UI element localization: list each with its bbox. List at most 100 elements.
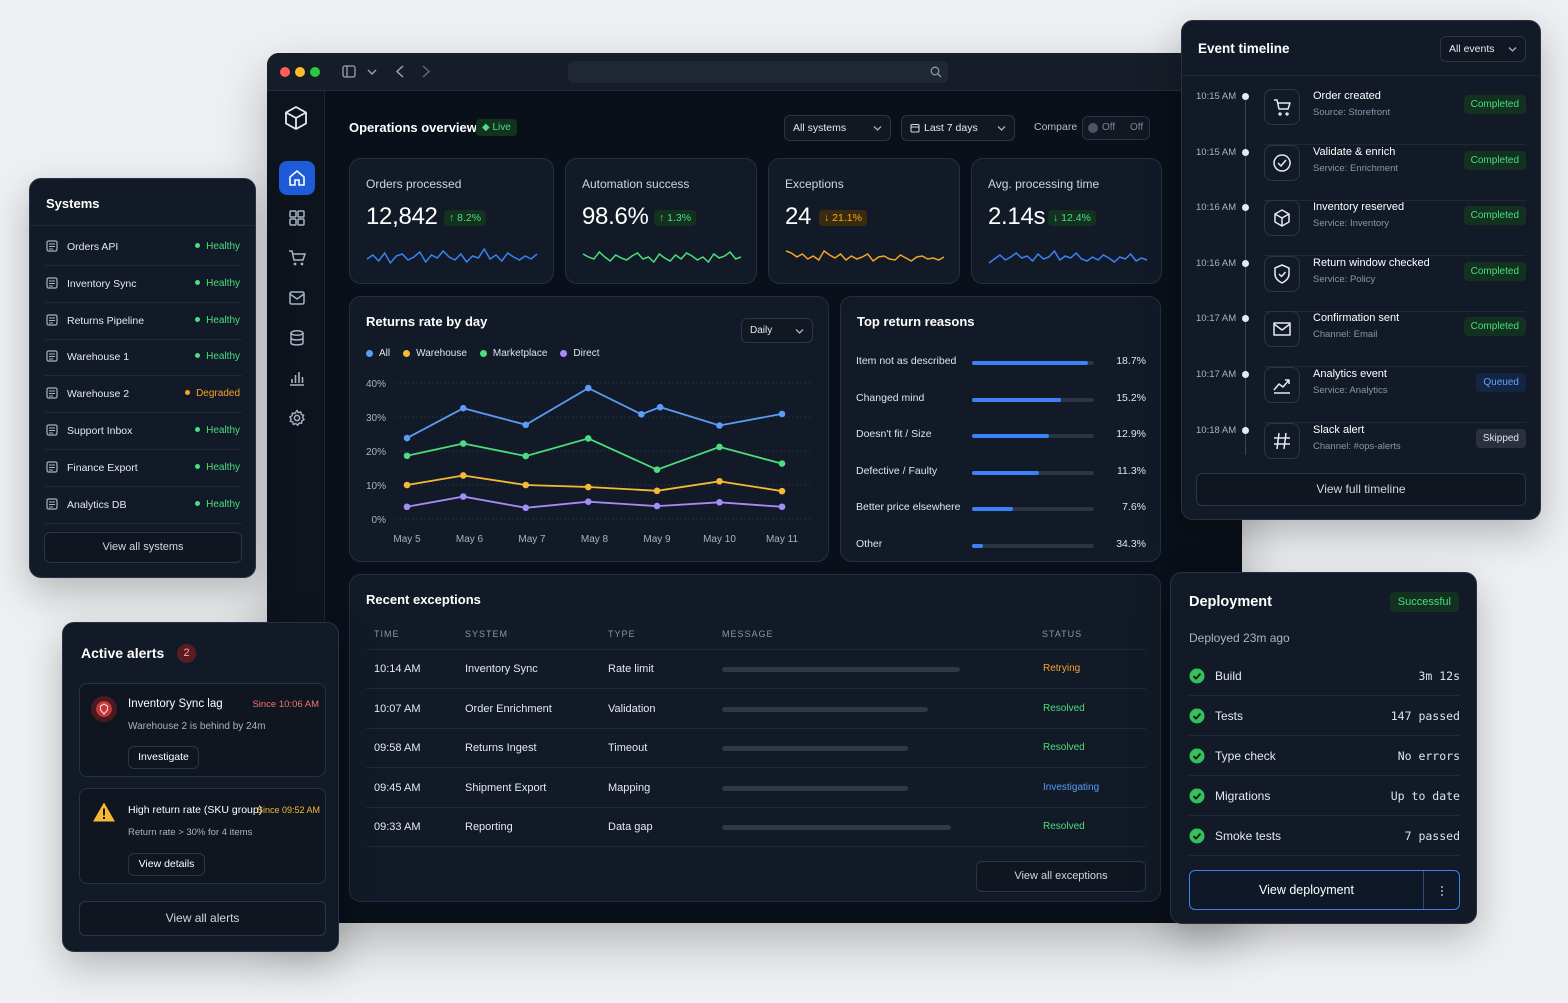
event-time: 10:16 AM xyxy=(1196,257,1237,269)
timeline-event[interactable]: 10:17 AM Analytics event Service: Analytic… xyxy=(1182,367,1542,423)
kpi-label: Avg. processing time xyxy=(988,177,1100,191)
system-row[interactable]: Analytics DB Healthy xyxy=(44,487,242,524)
nav-analytics[interactable] xyxy=(279,361,315,395)
alert-item[interactable]: High return rate (SKU group) Since 09:52… xyxy=(79,788,326,884)
reason-value: 34.3% xyxy=(1116,537,1146,550)
step-value: 7 passed xyxy=(1404,829,1460,843)
system-status-label: Degraded xyxy=(196,388,240,400)
event-title: Confirmation sent xyxy=(1313,312,1400,325)
timeline-event[interactable]: 10:15 AM Validate & enrich Service: Enrich… xyxy=(1182,144,1542,201)
cell-type: Validation xyxy=(608,702,656,715)
view-deployment-button[interactable]: View deployment xyxy=(1259,883,1354,897)
legend-label: All xyxy=(379,348,391,359)
investigate-button[interactable]: Investigate xyxy=(128,746,199,769)
nav-settings[interactable] xyxy=(279,401,315,435)
system-name: Returns Pipeline xyxy=(67,314,145,327)
status-dot xyxy=(195,463,201,469)
timeline-event[interactable]: 10:18 AM Slack alert Channel: #ops-alerts S… xyxy=(1182,422,1542,479)
check-circle-icon xyxy=(1273,153,1291,172)
returns-chart-card: Returns rate by day Daily All Warehouse Ma… xyxy=(349,296,829,562)
reason-label: Doesn't fit / Size xyxy=(856,428,932,440)
compare-toggle[interactable]: Off Off xyxy=(1082,116,1150,140)
system-row[interactable]: Returns Pipeline Healthy xyxy=(44,303,242,340)
view-full-timeline-button[interactable]: View full timeline xyxy=(1196,473,1526,506)
data-point xyxy=(522,504,530,512)
cell-message-placeholder xyxy=(722,667,960,672)
table-row[interactable]: 09:33 AM Reporting Data gap Resolved xyxy=(366,808,1146,847)
y-tick-label: 10% xyxy=(366,481,386,492)
y-tick-label: 40% xyxy=(366,379,386,390)
timeline-event[interactable]: 10:17 AM Confirmation sent Channel: Email C… xyxy=(1182,311,1542,368)
timeline-event[interactable]: 10:15 AM Order created Source: Storefront C… xyxy=(1182,89,1542,145)
nav-home[interactable] xyxy=(279,161,315,195)
timeline-node xyxy=(1242,426,1249,434)
nav-dashboard[interactable] xyxy=(279,201,315,235)
back-icon[interactable] xyxy=(395,65,405,78)
system-row[interactable]: Orders API Healthy xyxy=(44,229,242,266)
granularity-select[interactable]: Daily xyxy=(741,318,813,343)
reason-bar-track xyxy=(972,361,1094,365)
systems-title: Systems xyxy=(46,196,100,211)
event-filter-select[interactable]: All events xyxy=(1440,36,1526,62)
check-icon xyxy=(1189,748,1205,764)
returns-line-chart: 0% 10% 20% 30% 40% May 5 May 6 May 7 May 8 May 9 M… xyxy=(366,379,810,545)
minimize-window-button[interactable] xyxy=(295,67,305,77)
system-row[interactable]: Warehouse 2 Degraded xyxy=(44,376,242,414)
timeline-event[interactable]: 10:16 AM Inventory reserved Service: Inven… xyxy=(1182,200,1542,257)
table-row[interactable]: 10:07 AM Order Enrichment Validation Resolv… xyxy=(366,690,1146,729)
alerts-count-badge: 2 xyxy=(177,644,196,663)
table-row[interactable]: 09:58 AM Returns Ingest Timeout Resolved xyxy=(366,729,1146,768)
event-source: Service: Analytics xyxy=(1313,385,1388,396)
event-filter-value: All events xyxy=(1449,43,1495,55)
x-tick-label: May 6 xyxy=(456,534,484,545)
system-row[interactable]: Finance Export Healthy xyxy=(44,450,242,487)
systems-filter-select[interactable]: All systems xyxy=(784,115,891,141)
view-all-alerts-button[interactable]: View all alerts xyxy=(79,901,326,936)
cell-type: Rate limit xyxy=(608,663,654,675)
cell-system: Shipment Export xyxy=(465,781,547,794)
alert-item[interactable]: Inventory Sync lag Since 10:06 AM Wareho… xyxy=(79,683,326,777)
step-label: Migrations xyxy=(1215,789,1271,803)
deployment-step: Smoke tests 7 passed xyxy=(1189,816,1460,856)
event-title: Validate & enrich xyxy=(1313,145,1396,158)
timeline-event[interactable]: 10:16 AM Return window checked Service: Po… xyxy=(1182,255,1542,312)
reason-bar-track xyxy=(972,397,1094,402)
compare-off-label: Off xyxy=(1130,122,1144,133)
view-details-button[interactable]: View details xyxy=(128,853,205,876)
step-value: 3m 12s xyxy=(1418,669,1460,683)
date-range-select[interactable]: Last 7 days xyxy=(901,115,1015,141)
system-row[interactable]: Support Inbox Healthy xyxy=(44,413,242,450)
reason-bar-track xyxy=(972,470,1094,475)
view-all-exceptions-button[interactable]: View all exceptions xyxy=(976,861,1146,892)
timeline-node xyxy=(1242,148,1249,156)
sidebar-toggle-icon[interactable] xyxy=(342,65,356,78)
legend-label: Marketplace xyxy=(492,348,548,359)
reason-label: Defective / Faulty xyxy=(856,464,938,477)
close-window-button[interactable] xyxy=(280,67,290,77)
system-status: Healthy xyxy=(195,425,240,436)
system-icon xyxy=(46,277,58,289)
address-bar[interactable] xyxy=(568,61,948,83)
nav-messages[interactable] xyxy=(279,281,315,315)
legend-item: Direct xyxy=(560,348,600,359)
table-row[interactable]: 10:14 AM Inventory Sync Rate limit Retrying xyxy=(366,650,1146,689)
data-point xyxy=(656,403,664,411)
timeline-node xyxy=(1242,371,1249,378)
table-row[interactable]: 09:45 AM Shipment Export Mapping Investigat… xyxy=(366,769,1146,808)
event-title: Analytics event xyxy=(1313,368,1387,380)
forward-icon[interactable] xyxy=(421,65,431,78)
check-icon xyxy=(1189,788,1205,804)
event-source: Service: Policy xyxy=(1313,273,1376,285)
system-row[interactable]: Warehouse 1 Healthy xyxy=(44,339,242,377)
nav-data[interactable] xyxy=(279,321,315,355)
nav-orders[interactable] xyxy=(279,241,315,275)
view-all-systems-button[interactable]: View all systems xyxy=(44,532,242,563)
event-source: Source: Storefront xyxy=(1313,107,1391,118)
more-options-button[interactable] xyxy=(1424,871,1460,909)
kpi-card-exceptions: Exceptions 24 ↓ 21.1% xyxy=(768,158,960,284)
maximize-window-button[interactable] xyxy=(310,67,320,77)
event-status-badge: Queued xyxy=(1476,373,1526,392)
timeline-node xyxy=(1242,93,1249,100)
chevron-down-icon[interactable] xyxy=(367,68,377,76)
system-row[interactable]: Inventory Sync Healthy xyxy=(44,266,242,303)
